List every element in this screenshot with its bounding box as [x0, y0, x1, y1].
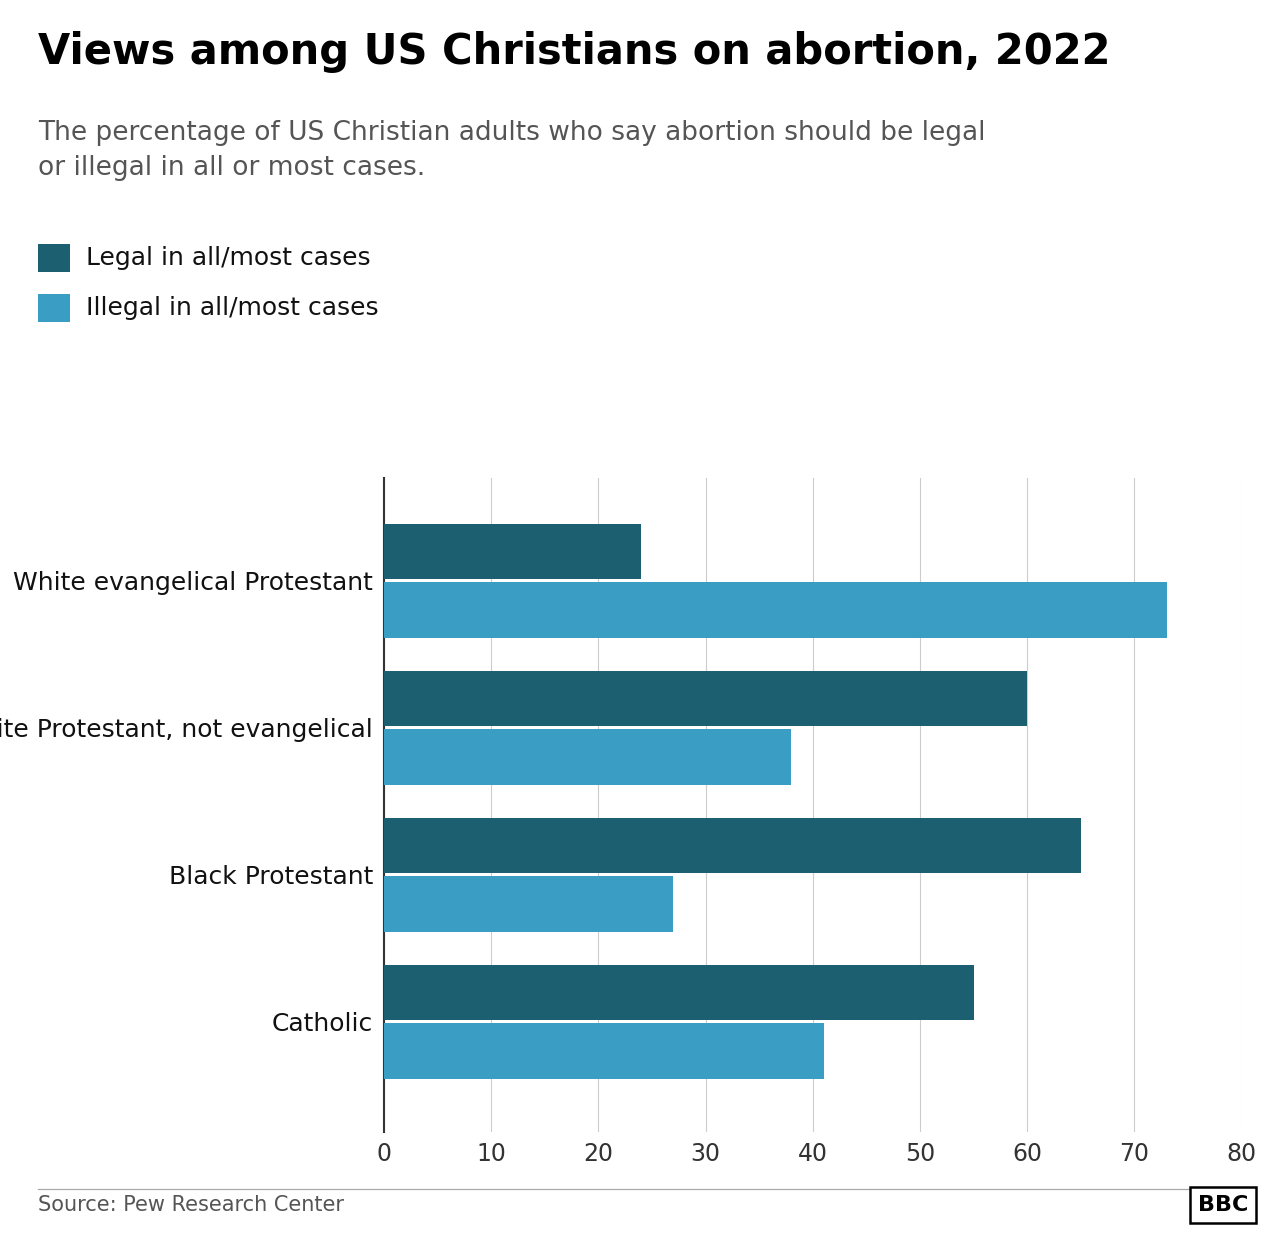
Bar [384, 671, 1027, 726]
Bar [384, 965, 974, 1020]
Bar [384, 582, 1166, 638]
Text: BBC: BBC [1198, 1195, 1248, 1215]
Bar [384, 1024, 823, 1079]
Text: Source: Pew Research Center: Source: Pew Research Center [38, 1195, 344, 1215]
Bar [384, 877, 673, 932]
Text: Legal in all/most cases: Legal in all/most cases [86, 245, 370, 270]
Text: The percentage of US Christian adults who say abortion should be legal
or illega: The percentage of US Christian adults wh… [38, 120, 986, 180]
Text: Views among US Christians on abortion, 2022: Views among US Christians on abortion, 2… [38, 31, 1111, 73]
Text: Illegal in all/most cases: Illegal in all/most cases [86, 296, 379, 321]
Bar [384, 523, 641, 580]
Bar [384, 818, 1080, 873]
Bar [384, 730, 791, 785]
